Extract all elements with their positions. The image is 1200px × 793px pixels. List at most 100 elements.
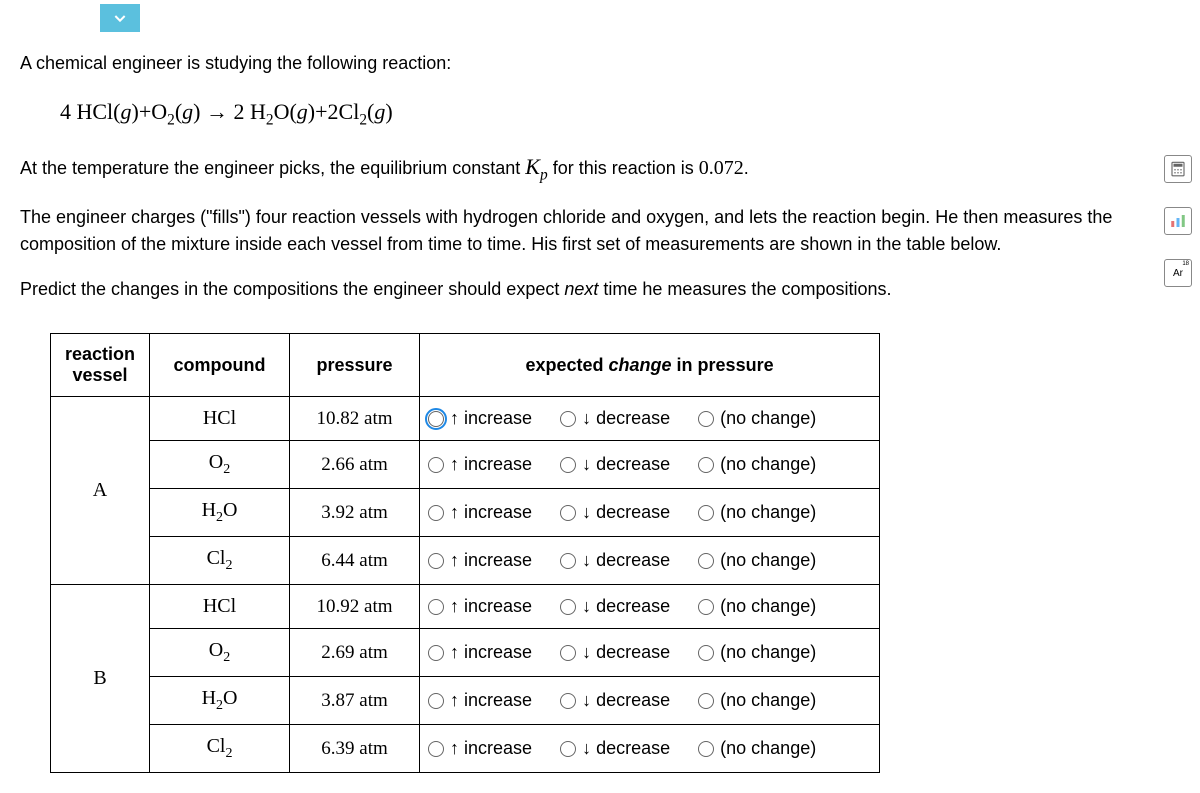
radio-decrease-option[interactable]: ↓ decrease <box>560 550 670 571</box>
radio-nochange-option[interactable]: (no change) <box>698 408 816 429</box>
radio-increase[interactable] <box>428 599 444 615</box>
para-predict: Predict the changes in the compositions … <box>20 276 1180 303</box>
radio-nochange[interactable] <box>698 505 714 521</box>
radio-decrease[interactable] <box>560 599 576 615</box>
radio-increase-label: ↑ increase <box>450 738 532 759</box>
change-cell: ↑ increase ↓ decrease (no change) <box>420 397 880 441</box>
compound-cell: O2 <box>150 441 290 489</box>
radio-nochange[interactable] <box>698 457 714 473</box>
radio-increase-option[interactable]: ↑ increase <box>428 454 532 475</box>
pressure-cell: 3.87 atm <box>290 677 420 725</box>
radio-increase-option[interactable]: ↑ increase <box>428 596 532 617</box>
radio-decrease[interactable] <box>560 693 576 709</box>
pressure-cell: 10.92 atm <box>290 585 420 629</box>
pressure-cell: 6.39 atm <box>290 725 420 773</box>
radio-decrease-option[interactable]: ↓ decrease <box>560 454 670 475</box>
radio-decrease[interactable] <box>560 645 576 661</box>
radio-nochange-option[interactable]: (no change) <box>698 690 816 711</box>
radio-increase-label: ↑ increase <box>450 502 532 523</box>
radio-increase-label: ↑ increase <box>450 596 532 617</box>
radio-decrease[interactable] <box>560 505 576 521</box>
radio-increase-option[interactable]: ↑ increase <box>428 642 532 663</box>
table-row: BHCl10.92 atm↑ increase↓ decrease(no cha… <box>51 585 880 629</box>
data-table: reaction vessel compound pressure expect… <box>50 333 880 773</box>
radio-increase[interactable] <box>428 553 444 569</box>
radio-decrease[interactable] <box>560 553 576 569</box>
table-row: H2O3.92 atm↑ increase↓ decrease(no chang… <box>51 489 880 537</box>
radio-decrease-option[interactable]: ↓ decrease <box>560 642 670 663</box>
header-compound: compound <box>150 334 290 397</box>
radio-nochange[interactable] <box>698 645 714 661</box>
radio-increase-option[interactable]: ↑ increase <box>428 738 532 759</box>
compound-cell: H2O <box>150 489 290 537</box>
para2-mid: for this reaction is <box>548 158 699 178</box>
reaction-equation: 4 HCl(g)+O2(g) → 2 H2O(g)+2Cl2(g) <box>60 95 1180 132</box>
radio-nochange-label: (no change) <box>720 738 816 759</box>
para4-post: time he measures the compositions. <box>598 279 891 299</box>
radio-increase-label: ↑ increase <box>450 690 532 711</box>
radio-decrease-option[interactable]: ↓ decrease <box>560 596 670 617</box>
radio-decrease-label: ↓ decrease <box>582 690 670 711</box>
graph-icon[interactable] <box>1164 207 1192 235</box>
radio-increase[interactable] <box>428 645 444 661</box>
radio-decrease-label: ↓ decrease <box>582 502 670 523</box>
radio-increase-label: ↑ increase <box>450 550 532 571</box>
collapse-toggle[interactable] <box>100 4 140 32</box>
radio-increase-option[interactable]: ↑ increase <box>428 502 532 523</box>
radio-nochange-option[interactable]: (no change) <box>698 550 816 571</box>
radio-decrease[interactable] <box>560 457 576 473</box>
calculator-icon[interactable] <box>1164 155 1192 183</box>
radio-decrease[interactable] <box>560 411 576 427</box>
radio-increase-label: ↑ increase <box>450 642 532 663</box>
change-cell: ↑ increase ↓ decrease (no change) <box>420 441 880 489</box>
header-change: expected change in pressure <box>420 334 880 397</box>
table-row: H2O3.87 atm↑ increase↓ decrease(no chang… <box>51 677 880 725</box>
radio-decrease-option[interactable]: ↓ decrease <box>560 690 670 711</box>
radio-increase-option[interactable]: ↑ increase <box>428 408 532 429</box>
radio-increase[interactable] <box>428 741 444 757</box>
pressure-cell: 2.69 atm <box>290 629 420 677</box>
para-fill: The engineer charges ("fills") four reac… <box>20 204 1180 258</box>
change-cell: ↑ increase ↓ decrease (no change) <box>420 725 880 773</box>
radio-nochange-option[interactable]: (no change) <box>698 738 816 759</box>
radio-decrease-label: ↓ decrease <box>582 642 670 663</box>
vessel-label: A <box>51 397 150 585</box>
radio-nochange-option[interactable]: (no change) <box>698 596 816 617</box>
radio-increase-option[interactable]: ↑ increase <box>428 690 532 711</box>
para4-pre: Predict the changes in the compositions … <box>20 279 564 299</box>
radio-nochange[interactable] <box>698 693 714 709</box>
radio-nochange[interactable] <box>698 411 714 427</box>
change-cell: ↑ increase ↓ decrease (no change) <box>420 489 880 537</box>
radio-nochange[interactable] <box>698 553 714 569</box>
compound-cell: HCl <box>150 397 290 441</box>
radio-nochange-label: (no change) <box>720 596 816 617</box>
change-cell: ↑ increase ↓ decrease (no change) <box>420 537 880 585</box>
radio-nochange-label: (no change) <box>720 408 816 429</box>
header-vessel: reaction vessel <box>51 334 150 397</box>
radio-decrease-option[interactable]: ↓ decrease <box>560 502 670 523</box>
radio-nochange[interactable] <box>698 741 714 757</box>
radio-nochange-label: (no change) <box>720 550 816 571</box>
radio-decrease-option[interactable]: ↓ decrease <box>560 408 670 429</box>
radio-decrease[interactable] <box>560 741 576 757</box>
radio-nochange-option[interactable]: (no change) <box>698 642 816 663</box>
radio-increase[interactable] <box>428 693 444 709</box>
compound-cell: Cl2 <box>150 537 290 585</box>
intro-text: A chemical engineer is studying the foll… <box>20 50 1180 77</box>
compound-cell: O2 <box>150 629 290 677</box>
radio-increase[interactable] <box>428 457 444 473</box>
radio-increase-option[interactable]: ↑ increase <box>428 550 532 571</box>
radio-nochange[interactable] <box>698 599 714 615</box>
pressure-cell: 2.66 atm <box>290 441 420 489</box>
radio-nochange-option[interactable]: (no change) <box>698 502 816 523</box>
para2-pre: At the temperature the engineer picks, t… <box>20 158 525 178</box>
radio-increase[interactable] <box>428 411 444 427</box>
compound-cell: Cl2 <box>150 725 290 773</box>
radio-increase[interactable] <box>428 505 444 521</box>
radio-decrease-label: ↓ decrease <box>582 550 670 571</box>
radio-nochange-option[interactable]: (no change) <box>698 454 816 475</box>
radio-decrease-option[interactable]: ↓ decrease <box>560 738 670 759</box>
radio-increase-label: ↑ increase <box>450 408 532 429</box>
table-row: O22.69 atm ↑ increase ↓ decrease (no change… <box>51 629 880 677</box>
periodic-table-icon[interactable]: 18 Ar <box>1164 259 1192 287</box>
